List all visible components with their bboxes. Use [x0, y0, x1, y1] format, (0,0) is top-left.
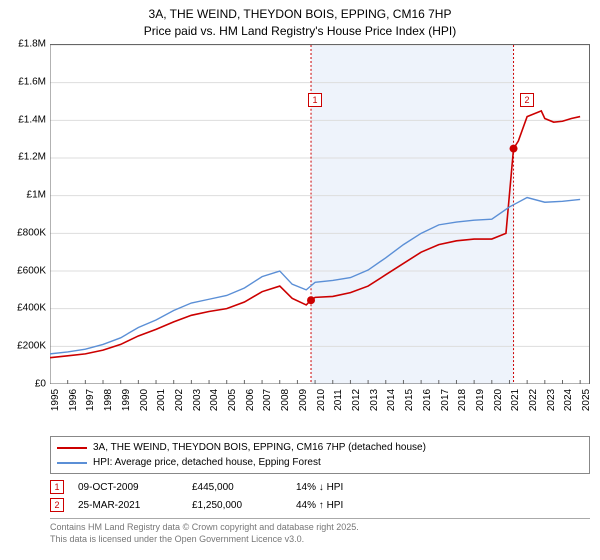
legend: 3A, THE WEIND, THEYDON BOIS, EPPING, CM1… [50, 436, 590, 474]
legend-label-property: 3A, THE WEIND, THEYDON BOIS, EPPING, CM1… [93, 440, 426, 455]
marker-row: 1 09-OCT-2009 £445,000 14% ↓ HPI [50, 478, 590, 496]
y-tick-label: £1.6M [18, 76, 46, 87]
x-tick-label: 2022 [528, 389, 539, 411]
x-tick-label: 2005 [227, 389, 238, 411]
x-tick-label: 2010 [316, 389, 327, 411]
marker-price: £1,250,000 [192, 500, 282, 511]
x-tick-label: 2016 [422, 389, 433, 411]
title-line-2: Price paid vs. HM Land Registry's House … [0, 23, 600, 40]
x-tick-label: 2020 [493, 389, 504, 411]
x-tick-label: 2025 [581, 389, 592, 411]
y-tick-label: £800K [17, 227, 46, 238]
y-tick-label: £400K [17, 303, 46, 314]
footer-line-2: This data is licensed under the Open Gov… [50, 534, 590, 546]
x-tick-label: 1998 [103, 389, 114, 411]
x-tick-label: 2011 [333, 389, 344, 411]
chart-marker-label: 1 [308, 93, 322, 107]
marker-pct: 44% ↑ HPI [296, 500, 396, 511]
y-tick-label: £1.4M [18, 114, 46, 125]
x-tick-label: 1996 [68, 389, 79, 411]
y-tick-label: £1.8M [18, 39, 46, 50]
y-axis: £0£200K£400K£600K£800K£1M£1.2M£1.4M£1.6M… [0, 44, 50, 384]
x-tick-label: 2015 [404, 389, 415, 411]
legend-label-hpi: HPI: Average price, detached house, Eppi… [93, 455, 321, 470]
footer-line-1: Contains HM Land Registry data © Crown c… [50, 522, 590, 534]
chart-title: 3A, THE WEIND, THEYDON BOIS, EPPING, CM1… [0, 0, 600, 40]
y-tick-label: £1M [27, 190, 46, 201]
x-tick-label: 2000 [139, 389, 150, 411]
x-tick-label: 2013 [369, 389, 380, 411]
x-axis: 1995 1996 1997 1998 1999 2000 2001 2002 2003 2004… [50, 384, 590, 432]
x-tick-label: 2008 [280, 389, 291, 411]
title-line-1: 3A, THE WEIND, THEYDON BOIS, EPPING, CM1… [0, 6, 600, 23]
x-tick-label: 2014 [386, 389, 397, 411]
marker-row: 2 25-MAR-2021 £1,250,000 44% ↑ HPI [50, 496, 590, 514]
marker-pct: 14% ↓ HPI [296, 482, 396, 493]
x-tick-label: 2006 [245, 389, 256, 411]
x-tick-label: 1997 [85, 389, 96, 411]
marker-table: 1 09-OCT-2009 £445,000 14% ↓ HPI 2 25-MA… [50, 478, 590, 514]
x-tick-label: 2021 [510, 389, 521, 411]
marker-badge-2: 2 [50, 498, 64, 512]
x-tick-label: 2004 [209, 389, 220, 411]
y-tick-label: £600K [17, 265, 46, 276]
x-tick-label: 2002 [174, 389, 185, 411]
x-tick-label: 2017 [440, 389, 451, 411]
x-tick-label: 2012 [351, 389, 362, 411]
y-tick-label: £200K [17, 341, 46, 352]
marker-date: 09-OCT-2009 [78, 482, 178, 493]
x-tick-label: 2023 [546, 389, 557, 411]
marker-date: 25-MAR-2021 [78, 500, 178, 511]
x-tick-label: 1999 [121, 389, 132, 411]
x-tick-label: 2009 [298, 389, 309, 411]
x-tick-label: 2018 [457, 389, 468, 411]
x-tick-label: 2001 [156, 389, 167, 411]
chart-marker-label: 2 [520, 93, 534, 107]
legend-swatch-property [57, 447, 87, 449]
x-tick-label: 2007 [262, 389, 273, 411]
legend-row-hpi: HPI: Average price, detached house, Eppi… [57, 455, 583, 470]
marker-badge-1: 1 [50, 480, 64, 494]
plot-area: 12 [50, 44, 590, 384]
price-chart: 3A, THE WEIND, THEYDON BOIS, EPPING, CM1… [0, 0, 600, 560]
x-tick-label: 1995 [50, 389, 61, 411]
legend-swatch-hpi [57, 462, 87, 464]
y-tick-label: £0 [35, 379, 46, 390]
y-tick-label: £1.2M [18, 152, 46, 163]
legend-row-property: 3A, THE WEIND, THEYDON BOIS, EPPING, CM1… [57, 440, 583, 455]
footer-note: Contains HM Land Registry data © Crown c… [50, 518, 590, 545]
x-tick-label: 2019 [475, 389, 486, 411]
marker-price: £445,000 [192, 482, 282, 493]
x-tick-label: 2024 [563, 389, 574, 411]
x-tick-label: 2003 [192, 389, 203, 411]
